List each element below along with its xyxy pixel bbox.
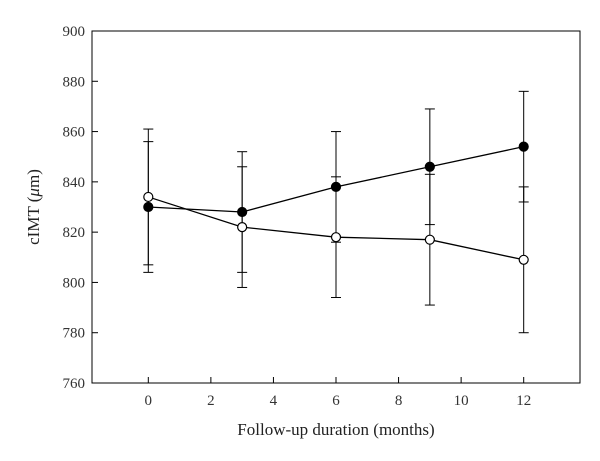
data-point (330, 232, 342, 243)
y-axis: 760 780 800 820 840 860 880 900 (63, 24, 98, 392)
y-axis-title-suffix: m) (24, 169, 43, 188)
y-tick-label: 880 (63, 74, 86, 90)
y-tick-label: 860 (63, 125, 86, 141)
y-tick-label: 900 (63, 24, 86, 40)
y-axis-title-prefix: cIMT ( (24, 196, 43, 245)
y-tick-label: 760 (63, 376, 86, 392)
data-point (143, 191, 154, 203)
series-layer (143, 90, 529, 334)
y-axis-title-mu: μ (24, 188, 43, 198)
x-tick-label: 8 (395, 393, 403, 409)
x-axis-title: Follow-up duration (months) (237, 420, 434, 439)
data-point (424, 161, 435, 172)
x-tick-label: 12 (516, 393, 531, 409)
x-tick-label: 10 (454, 393, 469, 409)
x-tick-label: 4 (270, 393, 278, 409)
y-tick-label: 780 (63, 326, 86, 342)
y-axis-title: cIMT (μm) (24, 169, 43, 245)
data-point (518, 141, 529, 152)
y-tick-label: 840 (63, 175, 86, 191)
data-point (518, 254, 529, 265)
y-tick-label: 820 (63, 225, 86, 241)
series-open (143, 128, 529, 334)
data-point (424, 234, 435, 245)
x-tick-label: 6 (332, 393, 340, 409)
x-tick-label: 0 (145, 393, 153, 409)
y-tick-label: 800 (63, 275, 86, 291)
x-tick-label: 2 (207, 393, 215, 409)
x-axis: 0 2 4 6 8 10 12 (145, 377, 531, 409)
data-point (237, 222, 248, 233)
